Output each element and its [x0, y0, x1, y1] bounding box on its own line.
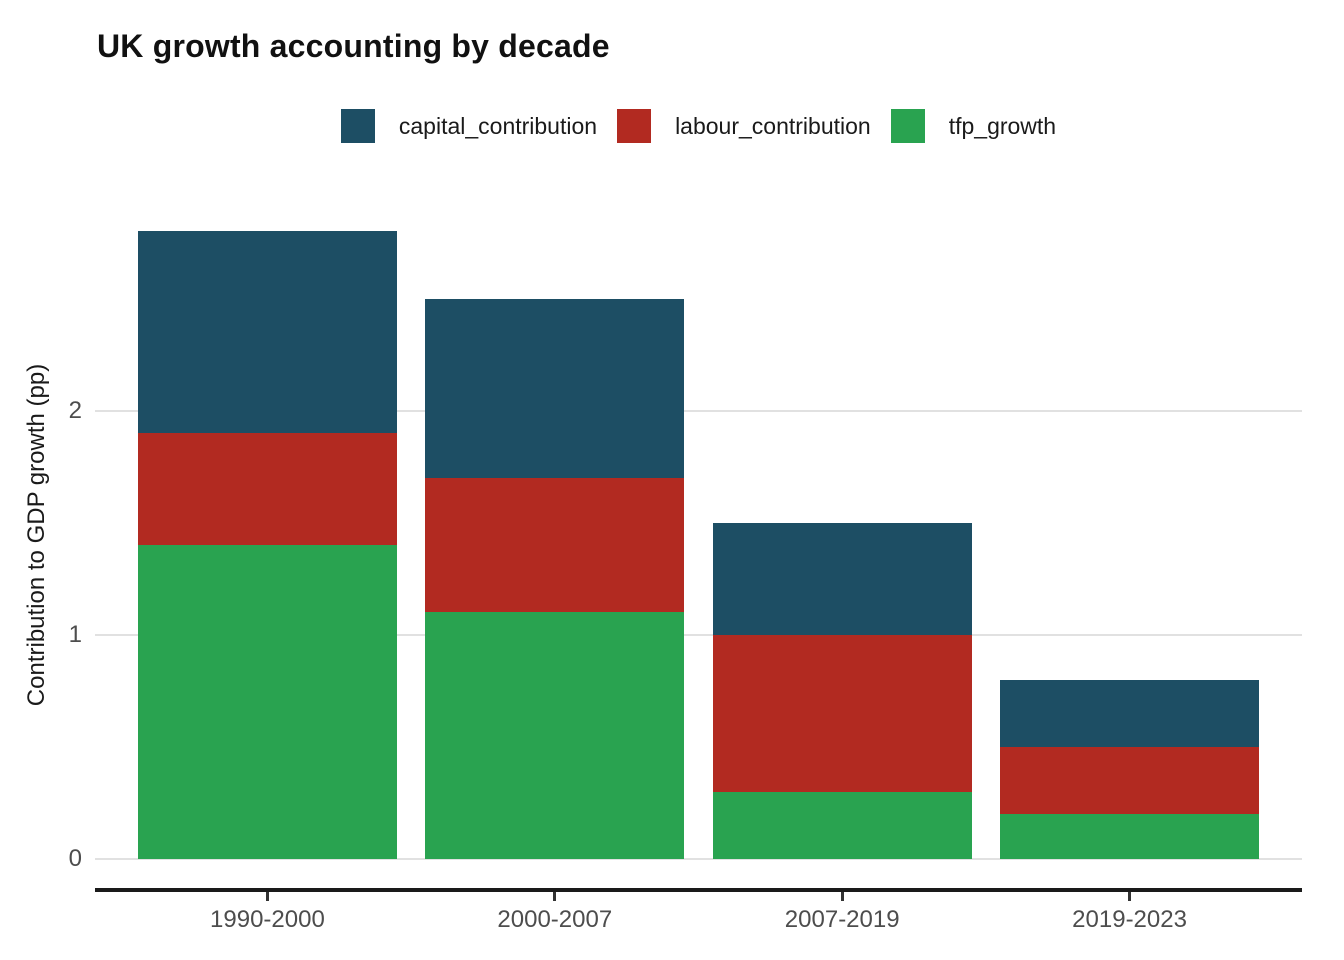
- legend-item-label: capital_contribution: [398, 112, 598, 139]
- x-axis-tick: [840, 891, 844, 901]
- legend-swatch-icon: [890, 109, 925, 143]
- gridline-y-1: [95, 633, 1302, 636]
- x-axis-tick-label: 1990-2000: [210, 906, 325, 933]
- bar-segment-capital_contribution: [138, 231, 397, 433]
- bar-segment-tfp_growth: [1000, 814, 1259, 859]
- x-axis-line: [95, 888, 1302, 892]
- x-axis-tick-label: 2000-2007: [497, 906, 613, 933]
- x-axis-tick: [1128, 891, 1132, 901]
- bar-segment-tfp_growth: [425, 612, 685, 859]
- y-axis-tick-label: 1: [68, 620, 82, 648]
- x-axis-tick-label: 2019-2023: [1072, 906, 1187, 933]
- legend-item-tfp_growth: tfp_growth: [890, 109, 1057, 143]
- gridline-y-2: [95, 409, 1302, 412]
- legend-item-label: tfp_growth: [948, 112, 1057, 139]
- x-axis-tick: [553, 891, 557, 901]
- bar-segment-labour_contribution: [425, 477, 685, 613]
- chart-title: UK growth accounting by decade: [97, 28, 610, 64]
- bar-segment-labour_contribution: [138, 433, 397, 546]
- x-axis-tick: [265, 891, 269, 901]
- legend-swatch-icon: [617, 109, 652, 143]
- bar-segment-labour_contribution: [1000, 746, 1259, 815]
- legend-swatch-icon: [340, 109, 375, 143]
- bar-segment-capital_contribution: [1000, 679, 1259, 747]
- bar-segment-labour_contribution: [712, 634, 972, 792]
- legend: capital_contribution labour_contribution t…: [95, 104, 1302, 148]
- legend-item-labour_contribution: labour_contribution: [617, 109, 871, 143]
- legend-item-label: labour_contribution: [675, 112, 871, 139]
- y-axis-tick-label: 0: [68, 845, 82, 872]
- bar-segment-capital_contribution: [425, 298, 685, 478]
- legend-item-capital_contribution: capital_contribution: [340, 109, 598, 143]
- bar-segment-capital_contribution: [712, 522, 972, 635]
- x-axis-tick-label: 2007-2019: [784, 906, 900, 933]
- bar-segment-tfp_growth: [712, 791, 972, 859]
- bar-segment-tfp_growth: [138, 545, 397, 859]
- gridline-y-0: [95, 858, 1302, 860]
- y-axis-tick-label: 2: [68, 396, 82, 424]
